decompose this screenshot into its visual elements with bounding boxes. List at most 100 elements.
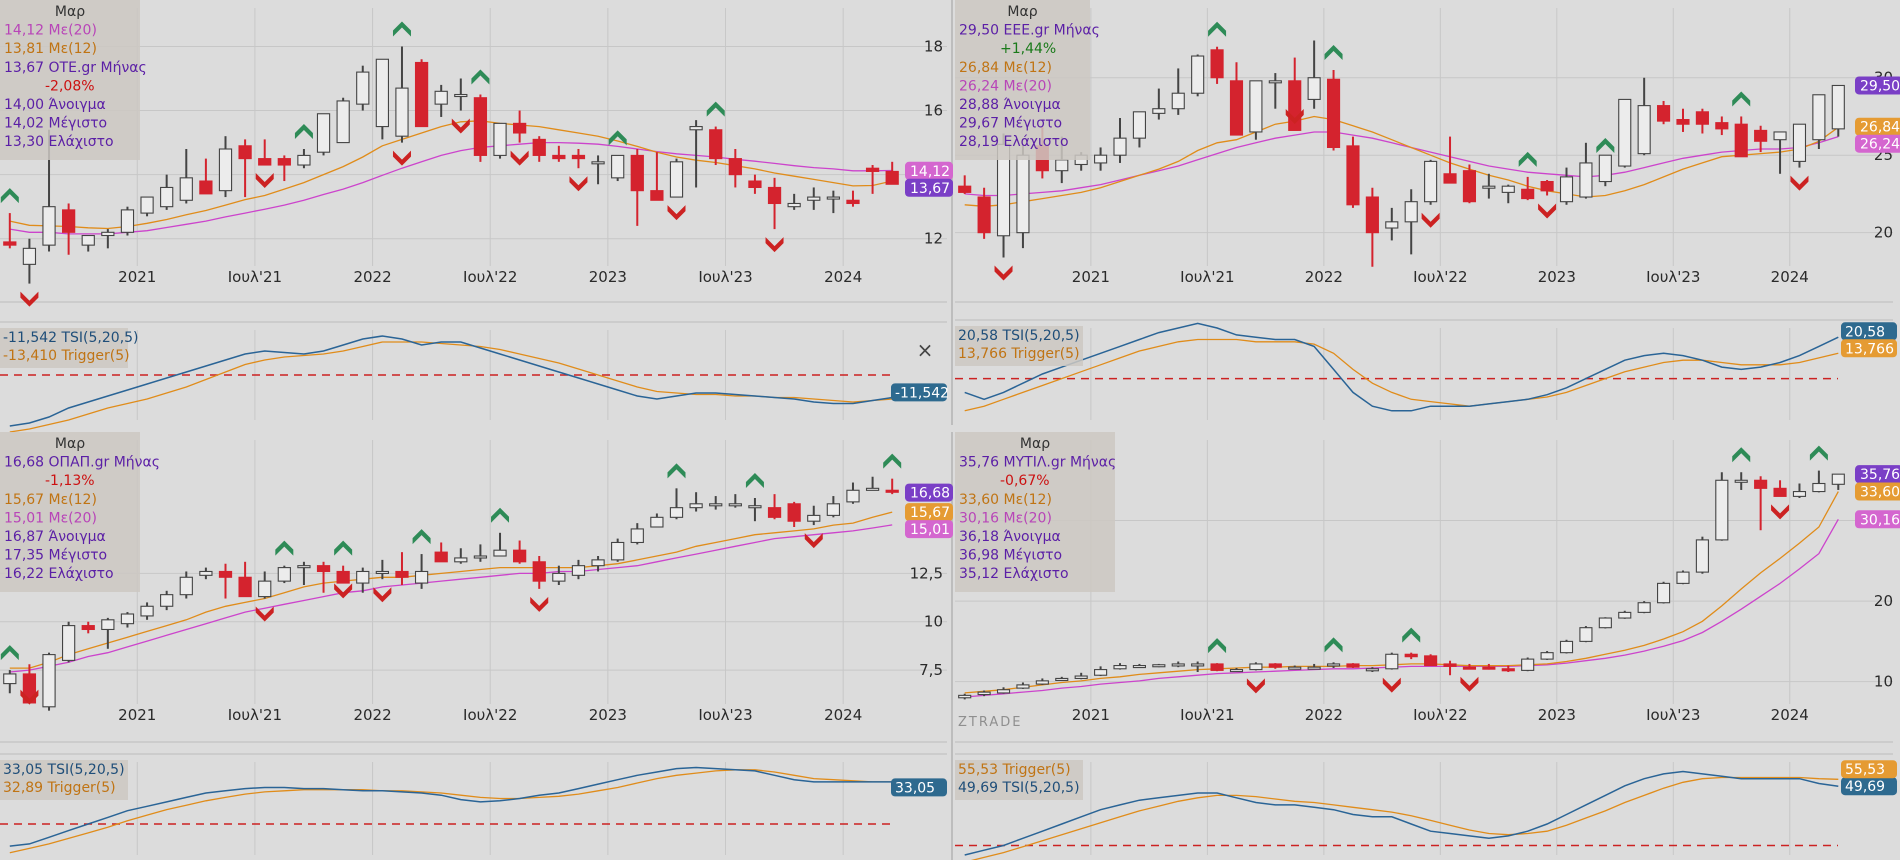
candle[interactable] (238, 139, 252, 198)
candle[interactable] (316, 561, 331, 593)
candle[interactable] (748, 174, 762, 194)
candle[interactable] (1676, 108, 1690, 132)
candle[interactable] (1094, 147, 1108, 171)
candle[interactable] (1191, 54, 1205, 97)
candle[interactable] (1132, 663, 1146, 669)
candle[interactable] (1016, 144, 1030, 249)
candle[interactable] (787, 501, 801, 527)
candle[interactable] (826, 190, 840, 214)
candle[interactable] (1307, 40, 1321, 109)
candle[interactable] (767, 177, 782, 230)
candle[interactable] (1812, 94, 1826, 149)
candle[interactable] (473, 94, 488, 162)
candle[interactable] (689, 492, 703, 512)
candle[interactable] (728, 494, 742, 508)
candle[interactable] (140, 602, 154, 620)
candle[interactable] (62, 203, 76, 255)
candle[interactable] (493, 122, 507, 159)
candle[interactable] (513, 540, 527, 564)
candle[interactable] (846, 482, 860, 504)
candle[interactable] (1501, 184, 1515, 204)
candle[interactable] (767, 494, 782, 520)
candle[interactable] (101, 229, 115, 249)
candle[interactable] (1268, 663, 1282, 669)
candle[interactable] (532, 556, 546, 589)
candle[interactable] (709, 496, 723, 510)
candle[interactable] (1113, 663, 1127, 670)
candle[interactable] (1462, 663, 1477, 670)
candle[interactable] (316, 113, 331, 156)
candle[interactable] (1540, 651, 1554, 660)
candle[interactable] (473, 544, 488, 562)
candle[interactable] (1365, 187, 1379, 267)
candle[interactable] (434, 542, 448, 563)
candle[interactable] (1501, 665, 1515, 672)
candle[interactable] (1385, 207, 1399, 241)
candle[interactable] (1637, 77, 1651, 156)
candle[interactable] (1462, 164, 1477, 204)
candle[interactable] (1152, 88, 1166, 120)
candle[interactable] (1792, 483, 1807, 499)
candle[interactable] (1598, 154, 1612, 187)
candle[interactable] (1773, 480, 1787, 497)
candle[interactable] (434, 84, 448, 117)
candle[interactable] (1812, 470, 1826, 493)
candle[interactable] (1443, 660, 1457, 676)
candle[interactable] (807, 187, 821, 210)
candle[interactable] (1657, 581, 1671, 604)
candle[interactable] (1792, 123, 1807, 168)
candle[interactable] (650, 152, 664, 201)
candle[interactable] (1773, 131, 1787, 174)
candle[interactable] (1579, 142, 1593, 199)
candle[interactable] (1346, 136, 1360, 208)
candle[interactable] (336, 97, 350, 144)
candle[interactable] (1579, 626, 1593, 643)
candle[interactable] (1540, 179, 1554, 196)
candle[interactable] (218, 563, 233, 599)
candle[interactable] (865, 165, 880, 194)
candle[interactable] (1521, 176, 1535, 201)
candle[interactable] (748, 498, 762, 522)
candle[interactable] (101, 617, 115, 649)
candle[interactable] (630, 149, 644, 226)
candle[interactable] (1559, 639, 1574, 654)
candle[interactable] (977, 187, 991, 239)
candle[interactable] (1016, 682, 1030, 689)
candle[interactable] (846, 190, 860, 207)
candle[interactable] (297, 149, 311, 169)
candle[interactable] (414, 554, 429, 589)
candle[interactable] (1657, 100, 1671, 125)
candle[interactable] (336, 565, 350, 584)
candle[interactable] (493, 532, 507, 557)
candle[interactable] (454, 548, 468, 564)
candle[interactable] (258, 139, 272, 166)
candle[interactable] (42, 652, 56, 711)
candle[interactable] (1055, 676, 1069, 681)
candle[interactable] (1637, 601, 1651, 614)
candle[interactable] (977, 690, 991, 697)
candle[interactable] (81, 621, 95, 634)
candle[interactable] (513, 110, 527, 143)
candle[interactable] (571, 559, 586, 580)
candle[interactable] (826, 496, 840, 518)
candle[interactable] (3, 670, 17, 694)
candle[interactable] (199, 158, 213, 195)
candle[interactable] (395, 46, 409, 143)
candle[interactable] (395, 552, 409, 585)
candle[interactable] (277, 155, 291, 182)
candle[interactable] (1288, 665, 1302, 670)
candle[interactable] (571, 149, 586, 169)
candle[interactable] (885, 478, 899, 495)
candle[interactable] (1268, 73, 1282, 109)
close-icon[interactable]: × (917, 338, 934, 362)
candle[interactable] (81, 234, 95, 252)
candle[interactable] (532, 136, 546, 162)
candle[interactable] (630, 523, 644, 545)
candle[interactable] (552, 145, 566, 162)
candle[interactable] (1482, 663, 1496, 670)
candle[interactable] (1404, 652, 1418, 660)
candle[interactable] (1676, 570, 1690, 585)
candle[interactable] (996, 687, 1011, 694)
candle[interactable] (356, 65, 370, 111)
candle[interactable] (22, 238, 37, 284)
